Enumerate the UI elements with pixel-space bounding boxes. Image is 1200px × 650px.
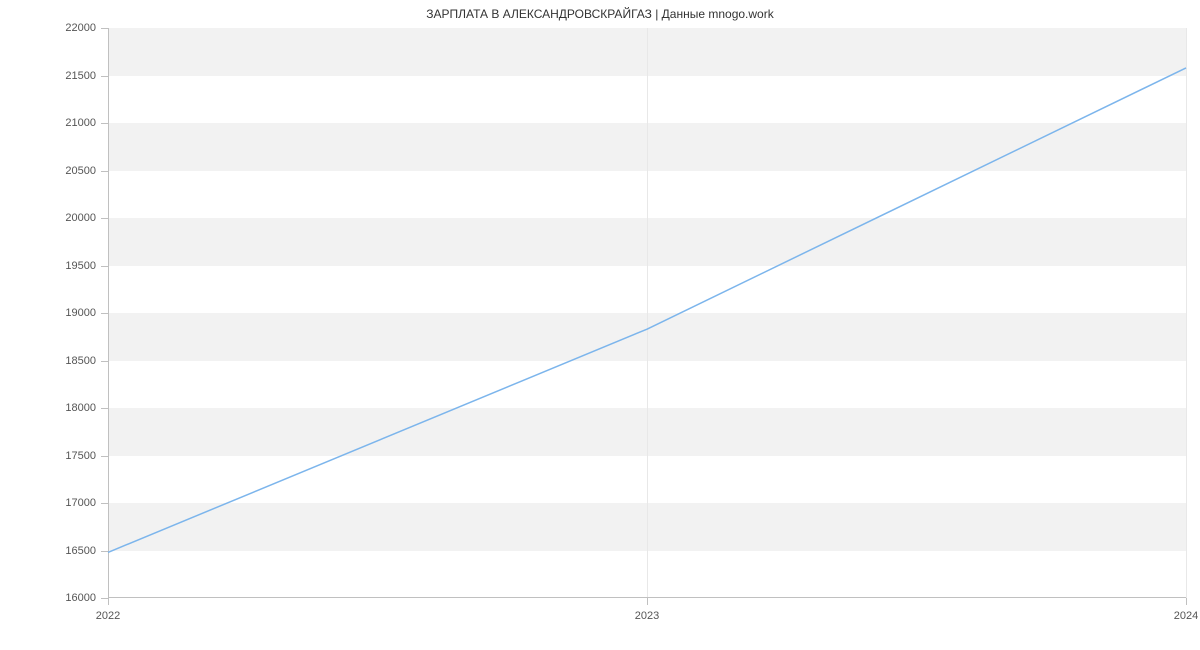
y-axis-label: 17000 (65, 497, 96, 509)
y-tick (101, 76, 108, 77)
y-axis-label: 17500 (65, 450, 96, 462)
salary-chart: ЗАРПЛАТА В АЛЕКСАНДРОВСКРАЙГАЗ | Данные … (0, 0, 1200, 650)
y-tick (101, 123, 108, 124)
line-layer (108, 28, 1186, 598)
y-tick (101, 456, 108, 457)
x-tick (108, 598, 109, 605)
x-axis-label: 2022 (96, 610, 120, 622)
y-axis-label: 19500 (65, 260, 96, 272)
y-axis-label: 18000 (65, 402, 96, 414)
y-axis-label: 16000 (65, 592, 96, 604)
y-tick (101, 598, 108, 599)
y-axis-label: 20000 (65, 212, 96, 224)
y-tick (101, 361, 108, 362)
x-tick (647, 598, 648, 605)
y-tick (101, 313, 108, 314)
x-gridline (1186, 28, 1187, 598)
y-axis-label: 20500 (65, 165, 96, 177)
y-tick (101, 171, 108, 172)
plot-area: 1600016500170001750018000185001900019500… (108, 28, 1186, 598)
y-axis-label: 16500 (65, 545, 96, 557)
y-tick (101, 551, 108, 552)
x-axis-label: 2024 (1174, 610, 1198, 622)
y-axis-label: 21500 (65, 70, 96, 82)
y-tick (101, 266, 108, 267)
y-axis-label: 19000 (65, 307, 96, 319)
y-axis-label: 18500 (65, 355, 96, 367)
y-axis-label: 22000 (65, 22, 96, 34)
chart-title: ЗАРПЛАТА В АЛЕКСАНДРОВСКРАЙГАЗ | Данные … (0, 7, 1200, 21)
y-tick (101, 28, 108, 29)
series-line-salary (108, 68, 1186, 553)
y-tick (101, 503, 108, 504)
y-tick (101, 408, 108, 409)
y-tick (101, 218, 108, 219)
x-axis-label: 2023 (635, 610, 659, 622)
x-tick (1186, 598, 1187, 605)
y-axis-label: 21000 (65, 117, 96, 129)
